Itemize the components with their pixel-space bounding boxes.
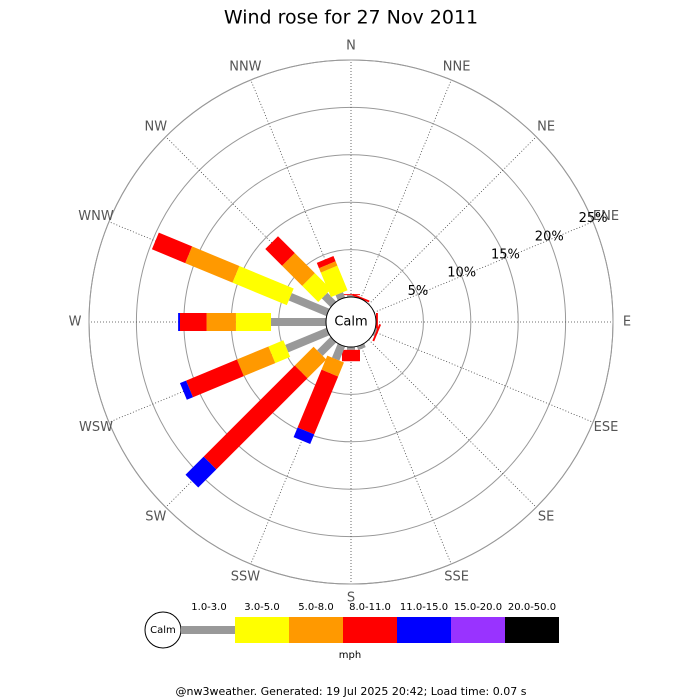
wind-bar [293,427,315,445]
wind-bar [317,336,337,356]
r-tick-label: 10% [447,266,476,281]
wind-bar [232,266,294,306]
legend-swatch [451,617,505,643]
legend-swatch [343,617,397,643]
legend-label: 20.0-50.0 [508,602,556,613]
r-tick-label: 20% [535,229,564,244]
wind-bar [186,359,244,398]
wind-bar [372,327,378,336]
direction-label: W [69,315,82,330]
radial-line [368,136,537,305]
direction-label: ESE [594,420,619,435]
wind-bar [294,346,327,379]
radial-line [360,344,452,565]
direction-label: E [623,315,631,330]
r-tick-label: 15% [491,248,520,263]
grid-ring [88,59,614,585]
legend-label: 8.0-11.0 [349,602,391,613]
chart-title: Wind rose for 27 Nov 2011 [224,7,478,29]
wind-bar [235,313,272,331]
wind-bar [268,340,291,364]
wind-bar [372,323,382,342]
wind-bar [352,293,370,303]
wind-bar [185,246,240,283]
wind-bar [185,456,217,488]
wind-bar [297,369,339,435]
wind-bar [331,343,346,361]
direction-label: SSW [231,569,261,584]
wind-bar [282,253,315,286]
legend-swatch [181,626,235,634]
legend-calm-label: Calm [150,625,176,636]
wind-bar [265,236,295,266]
wind-bar [356,343,366,351]
wind-bar [375,313,378,331]
wind-bar [321,355,344,377]
wind-bar [151,232,193,264]
wind-bar [347,347,355,350]
legend-swatch [505,617,559,643]
direction-label: SW [145,510,166,525]
calm-label: Calm [334,315,367,330]
wind-bar [178,313,181,331]
wind-bar [206,313,236,331]
legend-label: 5.0-8.0 [298,602,333,613]
direction-label: NNE [443,60,471,75]
wind-bar [321,292,337,308]
wind-bar [285,327,330,353]
wind-bar [302,273,331,302]
wind-bar [288,293,330,317]
radial-line [368,339,537,508]
direction-label: SE [538,510,554,525]
unit-label: mph [339,650,361,661]
wind-bar [318,261,338,273]
footer: @nw3weather. Generated: 19 Jul 2025 20:4… [176,685,527,698]
wind-bar [342,349,360,362]
wind-bar [236,346,276,377]
direction-label: S [347,591,355,606]
r-tick-label: 5% [408,284,429,299]
legend-swatch [397,617,451,643]
radial-line [373,221,594,313]
legend-swatch [289,617,343,643]
direction-label: ENE [593,209,619,224]
wind-bar [203,365,308,470]
legend-label: 1.0-3.0 [191,602,226,613]
wind-bar [179,380,193,400]
direction-label: WSW [79,420,113,435]
direction-label: SSE [444,569,469,584]
calm-circle [325,296,377,348]
direction-label: N [346,39,356,54]
legend-label: 11.0-15.0 [400,602,448,613]
direction-label: WNW [78,209,114,224]
wind-bar [342,294,360,296]
wind-bar [271,318,327,326]
radial-line [373,331,594,423]
wind-bar [180,313,207,331]
legend-swatch [235,617,289,643]
direction-label: NE [537,119,555,134]
radial-line [360,79,452,300]
wind-bar [316,256,336,269]
legend-label: 3.0-5.0 [244,602,279,613]
legend-label: 15.0-20.0 [454,602,502,613]
wind-bar [347,295,355,297]
r-tick-label: 25% [579,211,608,226]
direction-label: NNW [229,60,261,75]
wind-bar [320,265,348,298]
direction-label: NW [145,119,168,134]
